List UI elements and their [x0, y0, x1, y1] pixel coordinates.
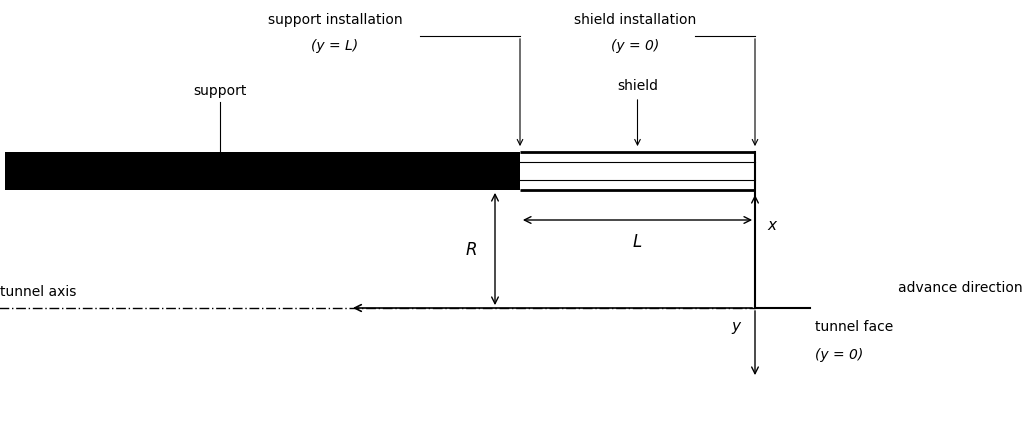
Text: (y = 0): (y = 0)	[815, 347, 863, 361]
Text: shield installation: shield installation	[574, 13, 696, 27]
Text: support: support	[193, 84, 247, 98]
Text: tunnel face: tunnel face	[815, 319, 893, 333]
Bar	[5, 153, 520, 190]
Text: L: L	[633, 233, 642, 250]
Text: (y = 0): (y = 0)	[611, 39, 659, 53]
Text: tunnel axis: tunnel axis	[0, 284, 77, 298]
Text: x: x	[767, 217, 776, 232]
Text: shield: shield	[617, 79, 658, 93]
Bar	[520, 153, 755, 190]
Text: support installation: support installation	[268, 13, 402, 27]
Text: (y = L): (y = L)	[311, 39, 359, 53]
Text: advance direction: advance direction	[898, 280, 1023, 294]
Text: y: y	[731, 319, 740, 334]
Text: R: R	[465, 240, 477, 259]
